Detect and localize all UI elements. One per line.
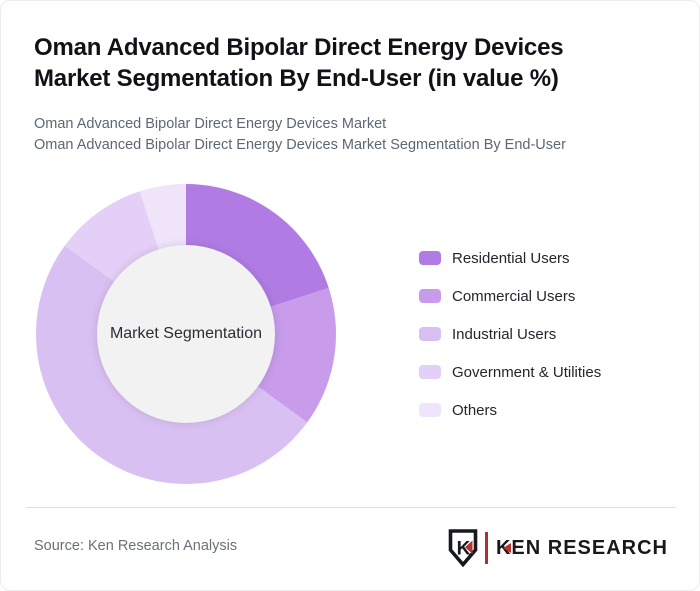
subtitle-line-2: Oman Advanced Bipolar Direct Energy Devi… bbox=[34, 137, 566, 153]
legend-item-residential: Residential Users bbox=[419, 239, 601, 277]
donut-center-label: Market Segmentation bbox=[109, 325, 263, 342]
legend-label: Industrial Users bbox=[452, 325, 557, 343]
chart-legend: Residential Users Commercial Users Indus… bbox=[419, 239, 601, 429]
legend-swatch-government bbox=[419, 365, 441, 379]
logo-separator bbox=[484, 532, 488, 564]
legend-label: Others bbox=[452, 401, 498, 419]
legend-label: Residential Users bbox=[452, 249, 570, 267]
legend-item-commercial: Commercial Users bbox=[419, 277, 601, 315]
shield-letter: K bbox=[457, 539, 471, 560]
legend-swatch-industrial bbox=[419, 327, 441, 341]
legend-swatch-residential bbox=[419, 251, 441, 265]
logo-text-wrap: KEN RESEARCH bbox=[496, 537, 668, 560]
legend-swatch-others bbox=[419, 403, 441, 417]
ken-research-logo: K KEN RESEARCH bbox=[448, 528, 668, 568]
ken-research-shield-icon: K bbox=[448, 529, 478, 567]
donut-chart: Market Segmentation bbox=[36, 184, 336, 484]
shield-red-triangle bbox=[464, 540, 473, 554]
logo-text: KEN RESEARCH bbox=[495, 536, 668, 559]
footer-divider bbox=[26, 507, 676, 508]
legend-item-industrial: Industrial Users bbox=[419, 315, 601, 353]
donut-center: Market Segmentation bbox=[97, 245, 275, 423]
subtitle-block: Oman Advanced Bipolar Direct Energy Devi… bbox=[34, 114, 566, 156]
page-title: Oman Advanced Bipolar Direct Energy Devi… bbox=[34, 34, 564, 92]
logo-k-red-triangle-icon bbox=[502, 543, 511, 553]
legend-label: Commercial Users bbox=[452, 287, 576, 305]
legend-swatch-commercial bbox=[419, 289, 441, 303]
legend-item-others: Others bbox=[419, 391, 601, 429]
source-text: Source: Ken Research Analysis bbox=[34, 538, 238, 554]
legend-item-government: Government & Utilities bbox=[419, 353, 601, 391]
legend-label: Government & Utilities bbox=[452, 363, 602, 381]
subtitle-line-1: Oman Advanced Bipolar Direct Energy Devi… bbox=[34, 116, 387, 132]
